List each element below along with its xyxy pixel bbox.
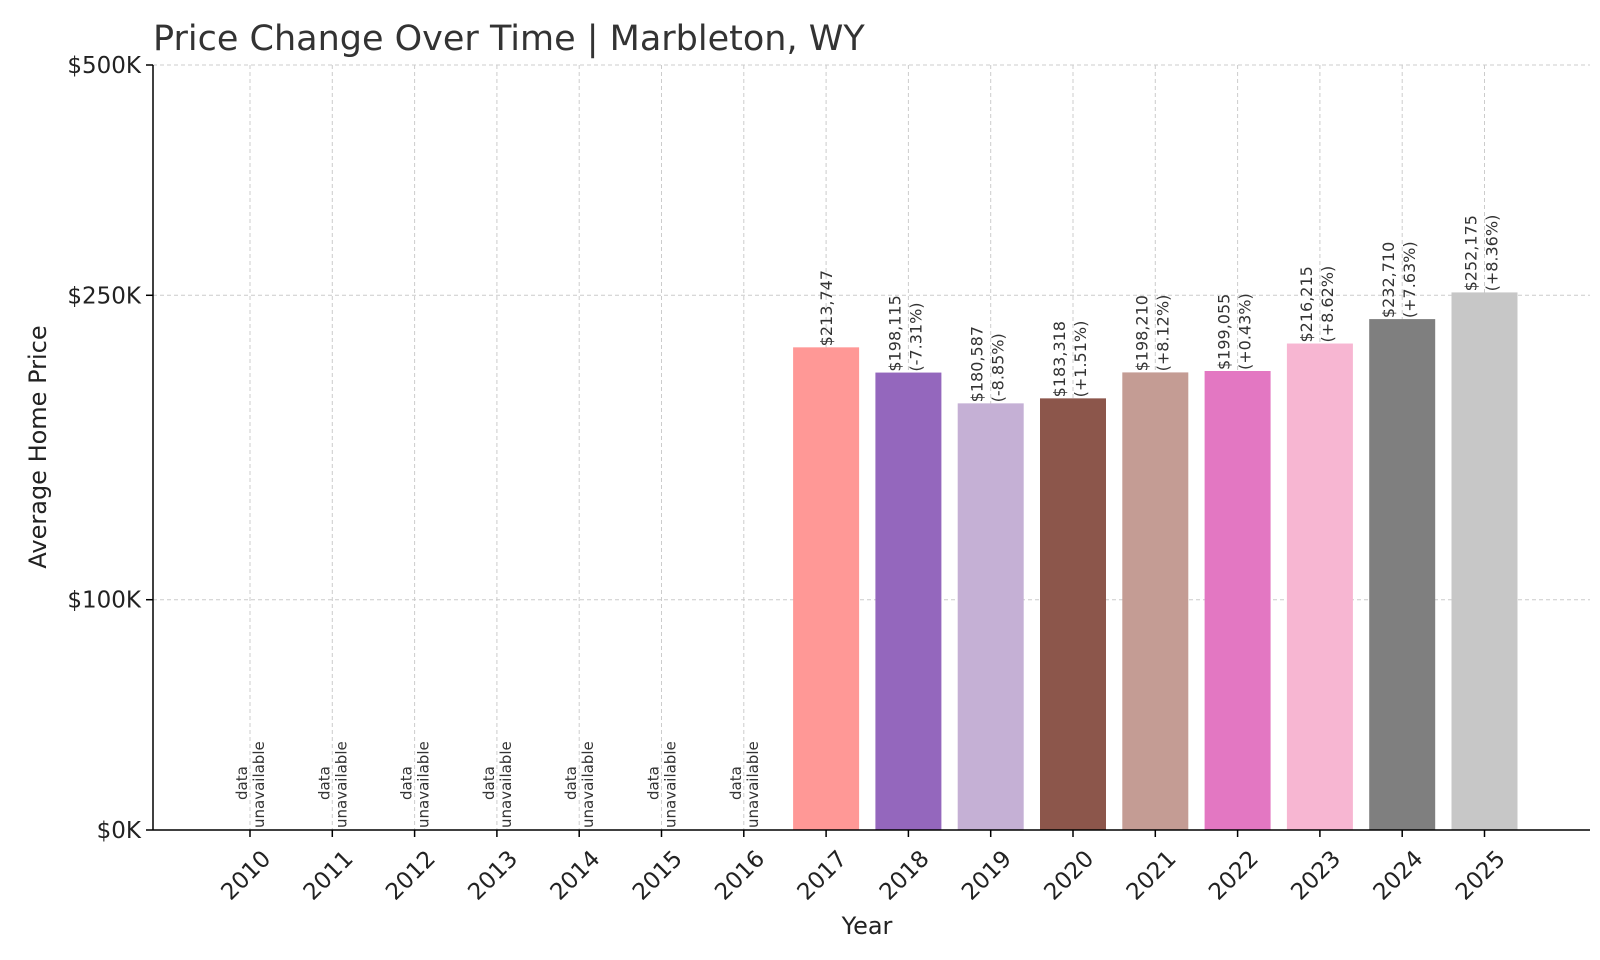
- x-tick-label: 2013: [463, 846, 523, 906]
- bar: [1122, 372, 1189, 830]
- x-tick-label: 2014: [546, 846, 606, 906]
- bar-value-label: $198,115: [885, 295, 904, 371]
- x-tick-label: 2025: [1451, 846, 1511, 906]
- bar-change-label: (+0.43%): [1236, 293, 1255, 370]
- unavailable-label: data: [315, 766, 333, 800]
- bar: [793, 347, 860, 830]
- unavailable-label: unavailable: [415, 741, 433, 828]
- bar: [1040, 398, 1106, 830]
- bar-value-label: $252,175: [1462, 215, 1481, 291]
- bar-value-label: $232,710: [1379, 242, 1398, 318]
- y-tick-label: $100K: [67, 588, 142, 614]
- bar-change-label: (+8.62%): [1318, 266, 1337, 343]
- unavailable-label: data: [398, 766, 416, 800]
- x-tick-label: 2010: [216, 846, 276, 906]
- bar-value-label: $198,210: [1132, 295, 1151, 371]
- bar: [1369, 319, 1436, 830]
- bar-value-label: $199,055: [1215, 294, 1234, 370]
- x-tick-label: 2022: [1204, 846, 1264, 906]
- unavailable-label: unavailable: [250, 741, 268, 828]
- bar-value-label: $213,747: [817, 270, 836, 346]
- y-tick-label: $0K: [97, 818, 142, 844]
- x-tick-label: 2021: [1122, 846, 1182, 906]
- bar-value-label: $180,587: [968, 326, 987, 402]
- axes: [146, 64, 1590, 837]
- unavailable-label: data: [645, 766, 663, 800]
- x-tick-label: 2017: [793, 846, 853, 906]
- bar: [1204, 370, 1271, 830]
- unavailable-label: unavailable: [662, 741, 680, 828]
- y-tick-label: $250K: [67, 283, 142, 309]
- unavailable-label: data: [233, 766, 251, 800]
- x-tick-label: 2020: [1039, 846, 1099, 906]
- chart-title: Price Change Over Time | Marbleton, WY: [153, 19, 865, 59]
- bar-change-label: (+1.51%): [1071, 321, 1090, 398]
- unavailable-label: data: [562, 766, 580, 800]
- bar: [875, 372, 942, 830]
- x-tick-label: 2024: [1369, 846, 1429, 906]
- y-axis-label: Average Home Price: [24, 325, 52, 568]
- unavailable-label: unavailable: [497, 741, 515, 828]
- y-tick-label: $500K: [67, 53, 142, 79]
- x-tick-label: 2019: [957, 846, 1017, 906]
- x-tick-label: 2012: [381, 846, 441, 906]
- x-tick-label: 2023: [1286, 846, 1346, 906]
- bar-value-label: $216,215: [1297, 266, 1316, 342]
- x-tick-label: 2018: [875, 846, 935, 906]
- bar-change-label: (+8.12%): [1153, 295, 1172, 372]
- bar-change-label: (-7.31%): [906, 302, 925, 371]
- unavailable-label: data: [727, 766, 745, 800]
- bar-value-label: $183,318: [1050, 321, 1069, 397]
- unavailable-label: data: [480, 766, 498, 800]
- bar-change-label: (-8.85%): [989, 333, 1008, 402]
- unavailable-label: unavailable: [744, 741, 762, 828]
- x-axis-label: Year: [841, 912, 893, 940]
- bar-change-label: (+8.36%): [1483, 215, 1502, 292]
- bar-labels: data unavailable data unavailable data unavai…: [233, 215, 1502, 828]
- bar: [957, 403, 1024, 830]
- unavailable-label: unavailable: [332, 741, 350, 828]
- bars: [793, 292, 1518, 830]
- bar: [1286, 343, 1353, 830]
- x-tick-label: 2015: [628, 846, 688, 906]
- bar: [1451, 292, 1518, 830]
- bar-change-label: (+7.63%): [1400, 241, 1419, 318]
- unavailable-label: unavailable: [579, 741, 597, 828]
- x-tick-label: 2011: [299, 846, 359, 906]
- x-tick-label: 2016: [710, 846, 770, 906]
